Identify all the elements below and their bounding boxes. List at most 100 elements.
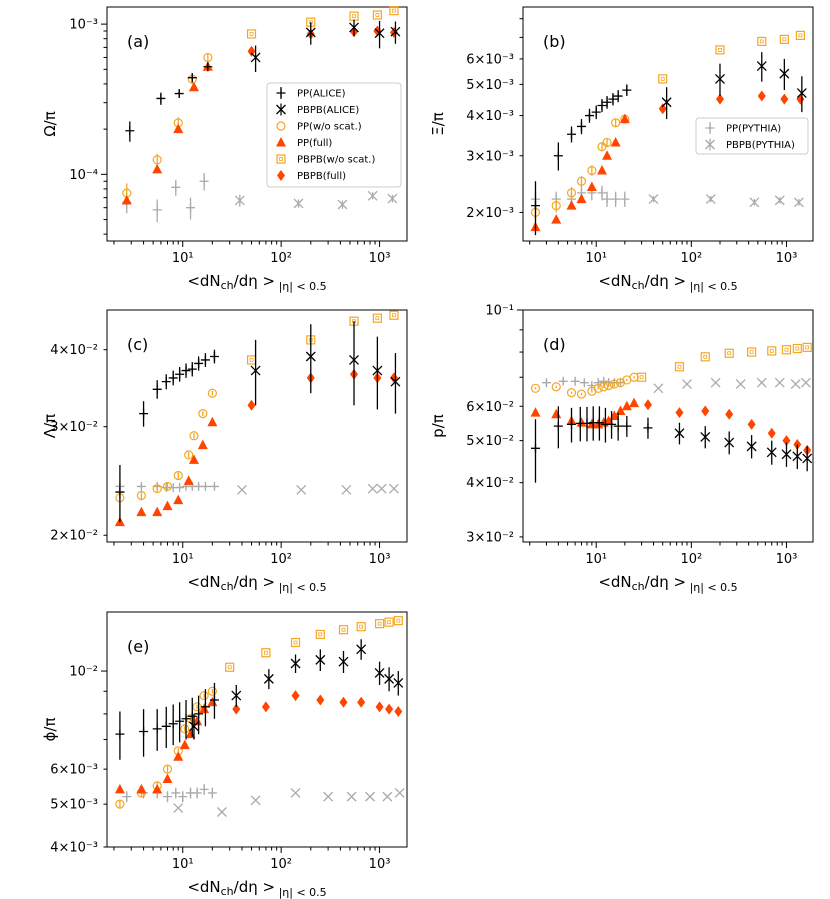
series-pp-full- [530,113,630,232]
data-point [553,151,563,161]
x-axis-label: <dNch/dη > |η| < 0.5 [187,878,326,899]
data-point [186,203,196,213]
data-point [179,739,190,750]
data-point [125,126,135,136]
y-tick-label: 10⁻⁴ [69,168,98,183]
legend-marker [276,88,286,98]
data-point [661,97,672,108]
y-tick-label: 4×10⁻³ [466,109,514,124]
data-point [608,94,618,104]
data-point [121,194,132,205]
data-point [338,625,349,635]
data-point [767,346,777,356]
data-point [593,378,603,388]
y-tick-label: 6×10⁻² [466,400,514,415]
x-tick-label: 10¹ [172,857,194,872]
data-point [530,201,540,211]
data-point [387,193,398,204]
data-point [374,619,385,629]
data-point [207,788,217,798]
data-point [749,197,760,208]
x-axis-label: <dNch/dη > |η| < 0.5 [598,573,737,594]
data-point [793,197,804,208]
y-axis-label: Ω/π [41,111,59,137]
data-point [139,409,149,419]
x-axis-label: <dNch/dη > |η| < 0.5 [187,573,326,594]
data-point [374,28,385,39]
data-point [766,447,777,458]
panel-label: (b) [543,32,566,51]
data-point [162,792,172,802]
x-tick-label: 10³ [776,552,798,567]
data-point [199,176,209,186]
panel-label: (a) [127,32,149,51]
y-tick-label: 2×10⁻² [50,529,98,544]
data-point [305,27,316,38]
data-point [375,701,384,713]
data-point [185,728,196,739]
series-pbpb-w-o-scat- [225,616,403,672]
series-pp-alice- [115,682,219,760]
data-point [372,10,382,20]
data-point [372,313,382,323]
data-point [724,437,735,448]
data-point [250,52,261,63]
plot-frame [106,309,408,543]
data-point [187,711,197,721]
data-point [530,383,541,393]
data-point [388,483,399,494]
data-point [658,103,667,115]
legend-marker [277,170,285,181]
series-pp-pythia- [122,784,217,803]
data-point [139,726,149,736]
data-point [356,622,366,632]
data-point [767,427,776,439]
data-point [619,113,630,124]
data-point [367,190,378,201]
data-point [162,500,173,511]
data-point [530,443,540,453]
data-point [171,182,181,192]
x-tick-label: 10² [270,857,292,872]
data-point [586,181,597,191]
data-point [620,194,630,204]
data-point [250,365,261,376]
y-tick-label: 10⁻¹ [485,304,514,319]
data-point [198,409,208,419]
legend-label: PBPB(w/o scat.) [297,155,375,166]
series-pp-pythia- [122,173,209,223]
chart-panel-4: 10¹ 10² 10³ 3×10⁻² 4×10⁻² 5×10⁻² 6×10⁻² 10⁻¹ <dN… [429,304,814,594]
data-point [337,199,348,210]
y-tick-label: 3×10⁻² [50,420,98,435]
data-point [261,648,271,658]
series-pbpb-alice- [250,19,401,73]
data-point [674,428,685,439]
y-tick-label: 3×10⁻³ [466,149,514,164]
data-point [175,483,185,493]
data-point [162,764,173,774]
data-point [293,198,304,209]
data-point [188,454,199,464]
data-point [372,365,383,376]
series-pbpb-full- [643,399,812,456]
data-point [174,89,184,99]
series-pp-alice- [125,62,213,142]
data-point [175,369,185,379]
x-tick-label: 10¹ [172,552,194,567]
y-tick-label: 5×10⁻³ [466,78,514,93]
data-point [136,506,147,517]
legend-label: PBPB(full) [297,171,346,182]
panel-label: (d) [543,335,566,354]
x-tick-label: 10¹ [585,552,607,567]
data-point [162,773,173,783]
data-point [609,379,619,389]
legend-label: PBPB(PYTHIA) [726,140,795,151]
data-point [203,62,213,72]
data-point [349,354,359,365]
data-point [795,30,805,40]
data-point [341,484,352,495]
data-point [225,662,235,672]
data-point [175,716,185,726]
data-point [114,783,125,794]
y-tick-label: 3×10⁻² [466,530,514,545]
